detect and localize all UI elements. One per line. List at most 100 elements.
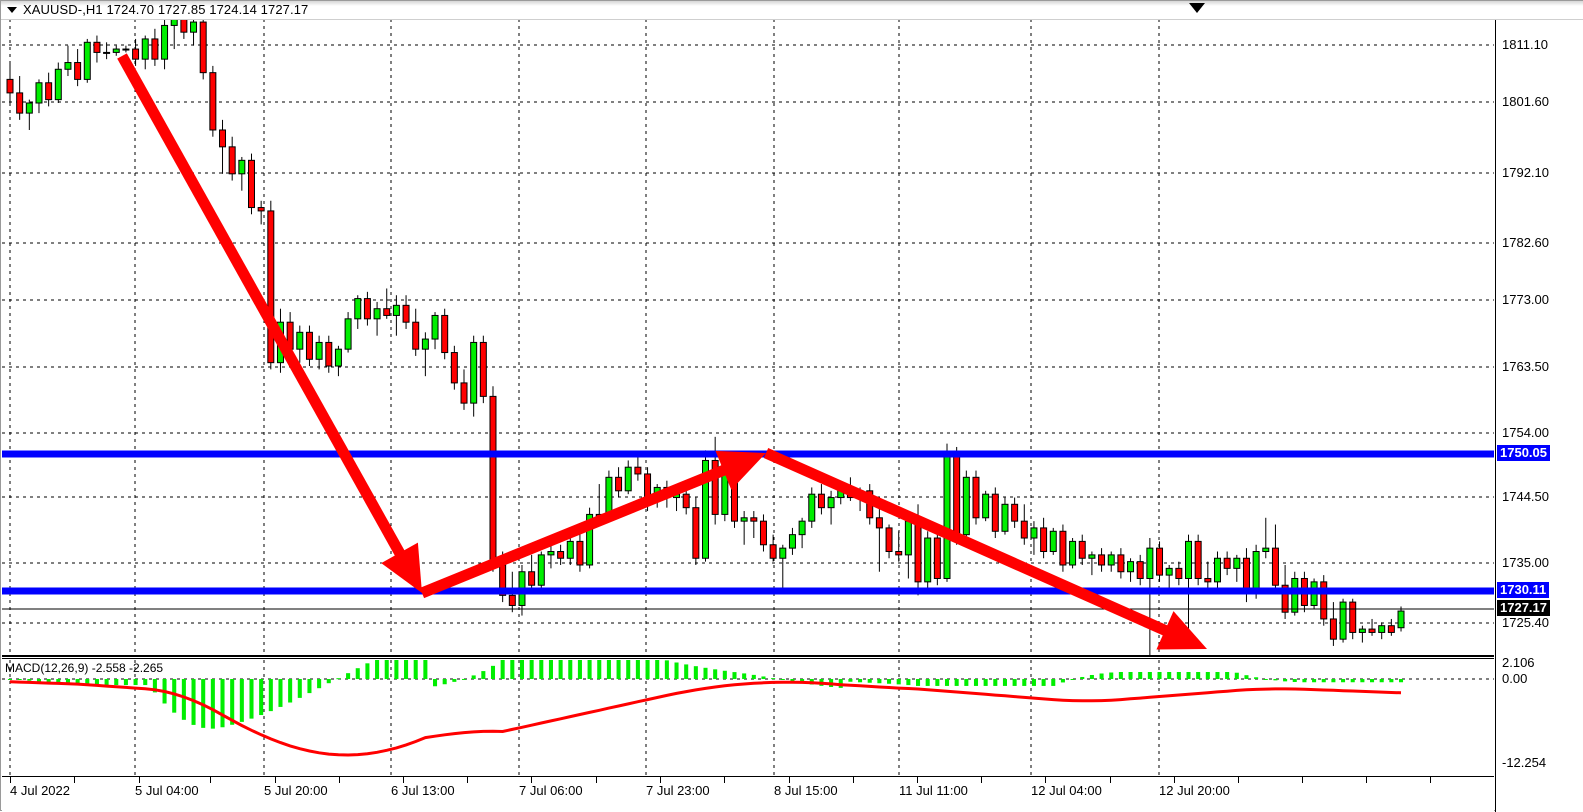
macd-histogram-bar [1157, 672, 1162, 679]
time-axis-label: 6 Jul 13:00 [391, 783, 455, 798]
candle-body [267, 210, 275, 364]
candle-body [972, 476, 980, 519]
candle-body [64, 62, 72, 70]
level-lines [2, 450, 1494, 595]
macd-histogram-bar [336, 678, 341, 680]
macd-histogram-bar [500, 660, 505, 679]
macd-histogram-bar [1070, 679, 1075, 680]
candle-body [547, 551, 555, 556]
chart-title: XAUUSD-,H1 1724.70 1727.85 1724.14 1727.… [23, 2, 309, 17]
candle-body [779, 547, 787, 559]
macd-histogram-bar [1012, 679, 1017, 686]
candle-body [576, 540, 584, 566]
time-axis-label: 7 Jul 06:00 [519, 783, 583, 798]
up-arrow-2-shaft [419, 457, 745, 599]
macd-histogram-bar [1118, 672, 1123, 679]
macd-gridlines [2, 660, 1494, 776]
macd-histogram-bar [172, 679, 177, 713]
macd-histogram-bar [510, 660, 515, 679]
candle-body [1358, 628, 1366, 633]
candle-body [479, 341, 487, 397]
macd-signal-line [9, 680, 1402, 757]
chart-top-marker-icon[interactable] [1189, 3, 1205, 13]
down-arrow-1-head [381, 542, 422, 593]
candle-body [363, 298, 371, 320]
candle-body [759, 520, 767, 546]
macd-histogram-bar [703, 667, 708, 679]
candle-body [769, 544, 777, 559]
macd-histogram-bar [925, 679, 930, 686]
time-tick [660, 777, 661, 783]
macd-histogram-bar [56, 679, 61, 684]
macd-tick-label: -12.254 [1502, 755, 1547, 770]
time-tick [853, 777, 854, 783]
candle-body [325, 341, 333, 367]
macd-histogram-bar [915, 679, 921, 686]
candle-body [132, 48, 140, 60]
macd-histogram-bar [684, 664, 689, 679]
macd-histogram-bar [558, 660, 563, 679]
macd-histogram-bar [85, 679, 90, 686]
macd-histogram-bar [597, 660, 602, 679]
macd-histogram-bar [1041, 679, 1046, 686]
candle-body [1020, 520, 1028, 539]
candle-body [170, 19, 178, 26]
candle-body [991, 493, 999, 532]
macd-histogram-bar [896, 679, 901, 685]
macd-histogram-bar [973, 679, 979, 686]
time-axis[interactable]: 4 Jul 2022 5 Jul 04:00 5 Jul 20:00 6 Jul 13… [2, 777, 1494, 811]
time-tick [1238, 777, 1239, 783]
macd-histogram-bar [1060, 679, 1065, 683]
price-tick-label: 1763.50 [1502, 359, 1549, 374]
candle-body [1194, 540, 1202, 579]
macd-histogram-bar [210, 679, 215, 729]
macd-histogram-bar [1051, 679, 1056, 686]
triangle-down-icon[interactable] [7, 7, 17, 13]
level-price-label[interactable]: 1730.11 [1497, 582, 1550, 598]
candle-body [74, 62, 82, 80]
candle-body [586, 513, 594, 566]
candle-body [1368, 628, 1376, 633]
macd-histogram-bar [1263, 678, 1268, 680]
current-price-label[interactable]: 1727.17 [1497, 600, 1550, 616]
macd-histogram-bar [568, 660, 573, 679]
candle-body [412, 321, 420, 350]
macd-histogram-bar [1099, 673, 1104, 679]
macd-histogram-bar [780, 679, 785, 680]
candle-body [1213, 557, 1221, 583]
time-axis-label: 11 Jul 11:00 [899, 783, 968, 798]
macd-histogram-bar [123, 679, 128, 686]
price-scale[interactable]: 1811.10 1801.60 1792.10 1782.60 1773.00 1763.… [1495, 1, 1583, 812]
macd-histogram-bar [935, 679, 940, 686]
macd-histogram-bar [664, 660, 669, 679]
level-price-label[interactable]: 1750.05 [1497, 445, 1550, 461]
candle-body [711, 459, 719, 515]
time-tick [1302, 777, 1303, 783]
macd-histogram-bar [1350, 679, 1355, 683]
candle-body [1078, 540, 1086, 559]
macd-histogram-bar [1147, 672, 1152, 679]
macd-histogram-bar [288, 679, 293, 703]
candle-body [962, 476, 970, 536]
time-tick [467, 777, 468, 783]
macd-pane[interactable]: MACD(12,26,9) -2.558 -2.265 [2, 660, 1494, 776]
candle-body [1030, 527, 1038, 539]
macd-histogram-bar [548, 660, 553, 679]
time-tick [531, 777, 532, 783]
pane-separator-top [2, 655, 1494, 657]
macd-histogram-bar [529, 660, 534, 679]
macd-histogram-bar [46, 679, 51, 683]
macd-histogram-bar [36, 679, 42, 682]
macd-histogram-bar [693, 666, 698, 679]
macd-histogram-bar [1022, 679, 1027, 686]
candle-body [54, 68, 62, 101]
time-tick [139, 777, 140, 783]
candle-body [161, 24, 169, 60]
time-tick [1174, 777, 1175, 783]
candle-body [1242, 557, 1250, 593]
macd-histogram-bar [307, 679, 312, 694]
price-pane[interactable] [2, 19, 1494, 655]
macd-histogram-bar [1234, 672, 1239, 679]
time-tick [1110, 777, 1111, 783]
time-axis-label: 12 Jul 20:00 [1159, 783, 1230, 798]
